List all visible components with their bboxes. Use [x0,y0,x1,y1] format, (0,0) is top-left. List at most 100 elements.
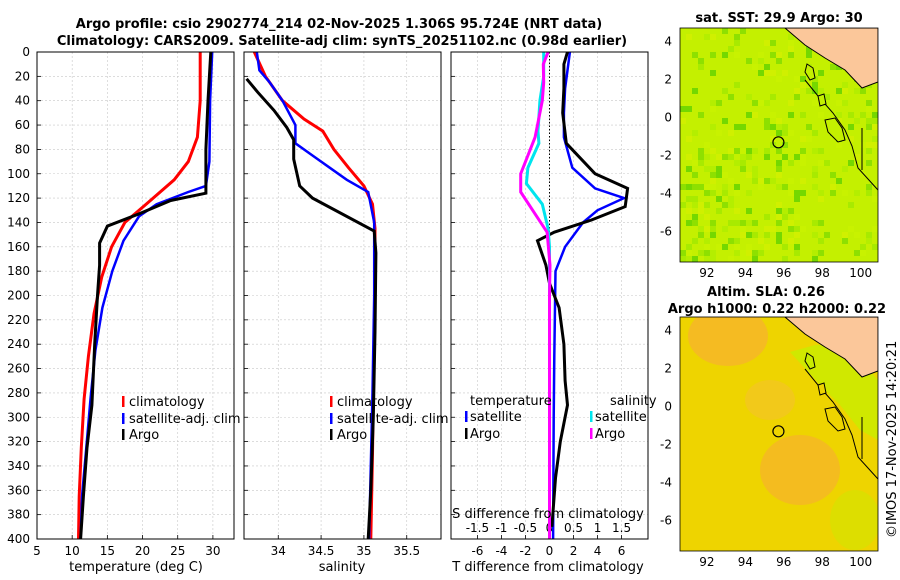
sst-cell [800,76,806,82]
sst-cell [692,214,698,220]
sst-cell [848,226,854,232]
x-tick-label: -2 [519,544,531,558]
sst-cell [710,250,716,256]
sst-cell [722,28,728,34]
sst-cell [788,226,794,232]
sst-cell [830,184,836,190]
sst-cell [812,172,818,178]
sst-cell [692,172,698,178]
sst-cell [788,220,794,226]
sst-cell [686,154,692,160]
sst-cell [734,244,740,250]
sst-cell [722,154,728,160]
y-tick-label: 120 [7,191,30,205]
sst-cell [854,154,860,160]
sst-cell [776,232,782,238]
sst-cell [830,172,836,178]
sst-cell [836,112,842,118]
imos-credit: ©IMOS 17-Nov-2025 14:20:21 [885,341,900,538]
x-tick-label: 34.5 [308,544,335,558]
sst-cell [728,220,734,226]
sst-cell [710,172,716,178]
island-shape [817,93,827,107]
sst-cell [692,202,698,208]
sst-cell [698,250,704,256]
island-shape [804,63,816,81]
sst-cell [854,232,860,238]
temperature-climatology-line [77,52,202,539]
sst-cell [686,184,692,190]
sst-cell [704,166,710,172]
sst-cell [848,112,854,118]
sst-cell [698,112,704,118]
y-tick-label: 340 [7,459,30,473]
sst-cell [794,196,800,202]
sst-cell [770,94,776,100]
sst-cell [794,76,800,82]
sst-cell [782,142,788,148]
y-tick-label: 60 [15,118,30,132]
sst-cell [686,166,692,172]
sst-cell [734,82,740,88]
sst-cell [818,160,824,166]
sst-cell [764,178,770,184]
argo-location-marker [772,136,785,149]
sla-map: Altim. SLA: 0.26 Argo h1000: 0.22 h2000:… [660,285,886,569]
sst-cell [710,178,716,184]
sst-cell [788,130,794,136]
sst-cell [692,238,698,244]
sst-cell [794,94,800,100]
sst-cell [740,160,746,166]
sst-cell [818,220,824,226]
sst-cell [704,34,710,40]
sst-cell [710,220,716,226]
latitude-tick-label: 4 [664,323,672,337]
sst-cell [806,52,812,58]
sst-cell [728,202,734,208]
temperature-grid [36,51,234,540]
sst-cell [860,250,866,256]
sst-cell [752,166,758,172]
y-tick-label: 200 [7,289,30,303]
sst-cell [866,118,872,124]
sst-cell [716,154,722,160]
sst-cell [764,118,770,124]
x-tick-label: 20 [135,544,150,558]
sst-cell [692,88,698,94]
longitude-tick-label: 98 [815,555,830,569]
sst-cell [680,256,686,262]
x-tick-label: 25 [170,544,185,558]
sst-cell [692,184,698,190]
sst-cell [836,88,842,94]
legend-swatch-t-satellite [465,411,468,422]
sst-cell [752,64,758,70]
sst-cell [722,118,728,124]
sst-cell [710,166,716,172]
sst-cell [704,238,710,244]
sst-cell [782,154,788,160]
legend-title-temperature: temperature [470,394,552,409]
argo-location-marker [772,425,785,438]
sst-cell [782,214,788,220]
sst-cell [818,196,824,202]
sst-cell [728,46,734,52]
s-difference-xlabel: S difference from climatology [452,507,644,522]
sst-cell [686,136,692,142]
sst-cell [698,58,704,64]
legend-swatch-argo [122,429,125,440]
sst-cell [716,196,722,202]
sst-cell [764,214,770,220]
sst-cell [746,250,752,256]
sst-cell [764,124,770,130]
sst-cell [872,118,878,124]
x-tick-label: 4 [594,544,602,558]
legend-label-satellite: satellite-adj. clim [129,412,241,427]
sst-cell [710,34,716,40]
sst-cell [692,196,698,202]
longitude-tick-label: 100 [849,266,872,280]
temperature-axes-box [36,51,235,540]
sst-cell [740,250,746,256]
sst-cell [734,208,740,214]
sst-cell [710,70,716,76]
sst-cell [716,100,722,106]
